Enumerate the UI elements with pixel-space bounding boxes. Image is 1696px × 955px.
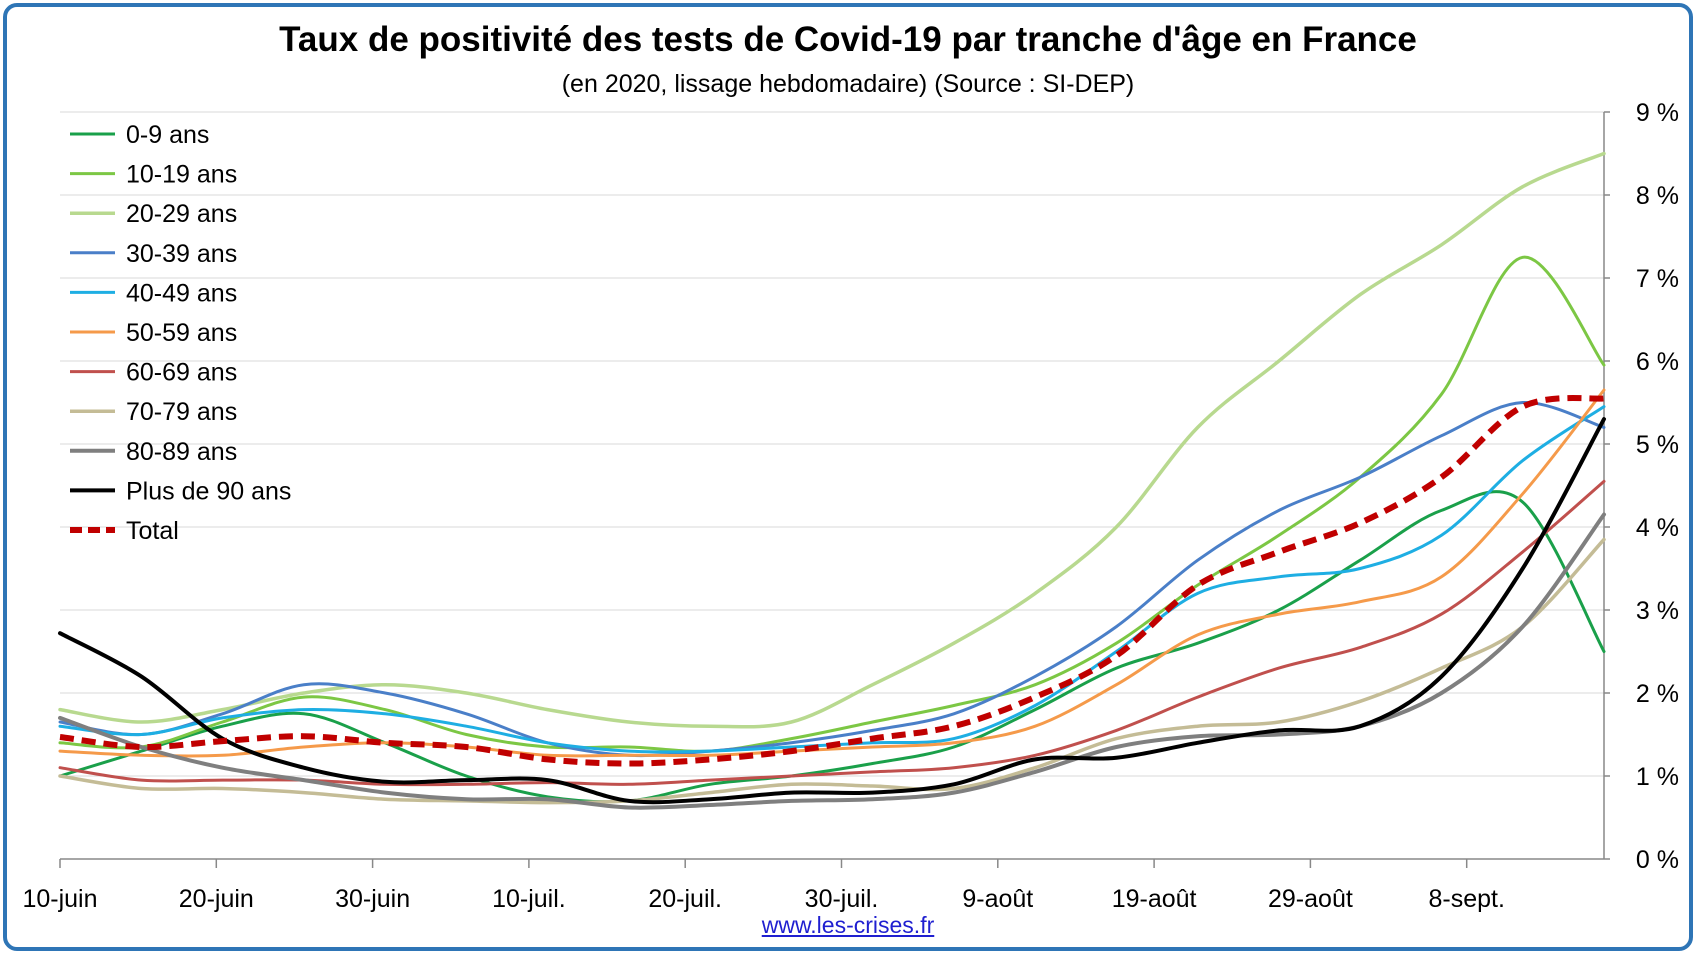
chart-title: Taux de positivité des tests de Covid-19… (279, 20, 1417, 59)
chart-subtitle: (en 2020, lissage hebdomadaire) (Source … (561, 70, 1135, 98)
series-line-8 (58, 537, 1606, 805)
x-tick-label: 9-août (962, 885, 1033, 913)
y-tick-label: 3 % (1636, 597, 1679, 625)
legend: 0-9 ans 10-19 ans 20-29 ans 30-39 ans 40-49 … (70, 121, 291, 545)
legend-label: 20-29 ans (126, 200, 237, 228)
y-tick-label: 6 % (1636, 348, 1679, 376)
x-tick-label: 10-juil. (492, 885, 566, 913)
y-tick-label: 7 % (1636, 265, 1679, 293)
grid-lines (60, 111, 1604, 777)
y-tick-label: 4 % (1636, 514, 1679, 542)
series-line-6 (58, 388, 1606, 758)
series-line-4 (58, 400, 1606, 758)
legend-label: 80-89 ans (126, 438, 237, 466)
series-line-2 (58, 255, 1606, 753)
legend-label: 50-59 ans (126, 319, 237, 347)
y-tick-label: 9 % (1636, 99, 1679, 127)
legend-label: 60-69 ans (126, 359, 237, 387)
legend-label: Total (126, 517, 179, 545)
legend-label: 0-9 ans (126, 121, 209, 149)
x-tick-label: 30-juil. (805, 885, 879, 913)
series-line-10 (58, 417, 1606, 805)
series-line-3 (58, 151, 1606, 729)
x-tick-label: 29-août (1268, 885, 1353, 913)
x-tick-label: 8-sept. (1428, 885, 1504, 913)
legend-label: 30-39 ans (126, 240, 237, 268)
x-tick-label: 19-août (1112, 885, 1197, 913)
x-tick-labels: 10-juin 20-juin 30-juin 10-juil. 20-juil. 30-… (22, 885, 1504, 913)
y-tick-label: 8 % (1636, 182, 1679, 210)
source-link[interactable]: www.les-crises.fr (761, 912, 935, 938)
series-line-1 (58, 490, 1606, 804)
series-line-11 (59, 395, 1605, 767)
legend-label: Plus de 90 ans (126, 477, 291, 505)
x-tick-label: 20-juil. (648, 885, 722, 913)
x-tick-label: 30-juin (335, 885, 410, 913)
legend-label: 70-79 ans (126, 398, 237, 426)
y-tick-label: 0 % (1636, 846, 1679, 874)
y-tick-label: 5 % (1636, 431, 1679, 459)
legend-label: 40-49 ans (126, 279, 237, 307)
series-lines (58, 151, 1606, 810)
x-tick-label: 20-juin (179, 885, 254, 913)
x-tick-label: 10-juin (22, 885, 97, 913)
legend-label: 10-19 ans (126, 161, 237, 189)
y-tick-label: 2 % (1636, 680, 1679, 708)
y-tick-labels: 0 % 1 % 2 % 3 % 4 % 5 % 6 % 7 % 8 % 9 % (1636, 99, 1679, 874)
y-tick-label: 1 % (1636, 763, 1679, 791)
axes (59, 111, 1610, 868)
